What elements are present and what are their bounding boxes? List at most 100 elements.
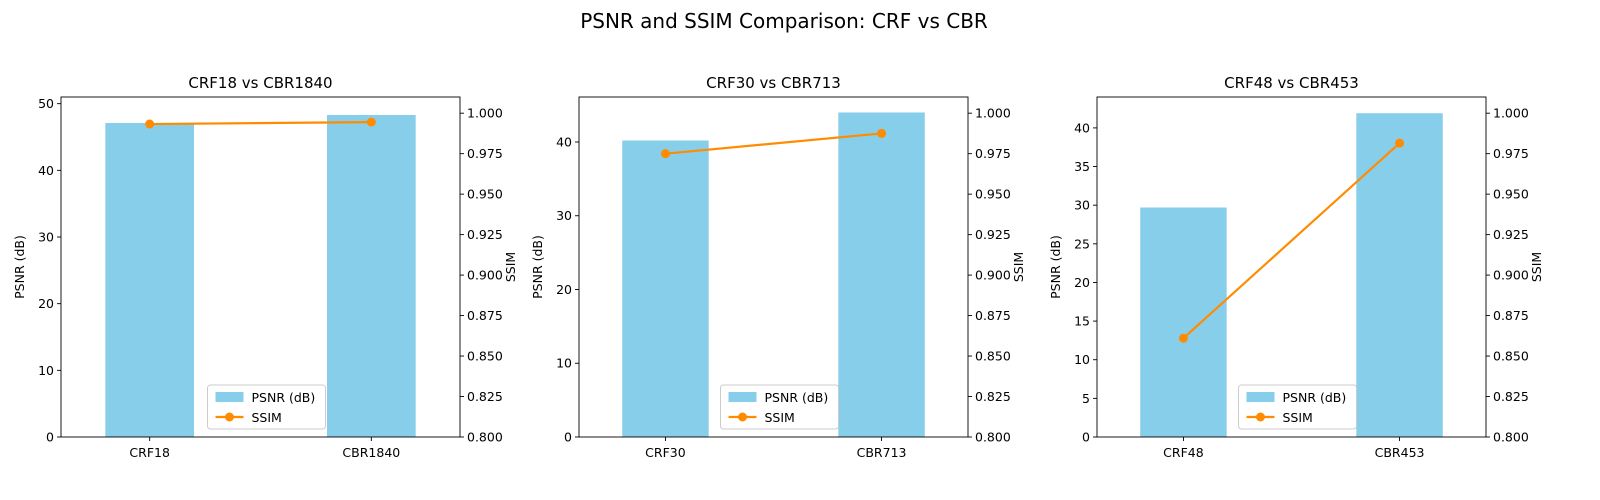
legend-marker: [1256, 412, 1265, 422]
right-tick-label: 0.800: [467, 430, 503, 445]
right-tick-label: 0.950: [467, 187, 503, 202]
right-tick-label: 0.850: [467, 349, 503, 364]
axes-frame: [1096, 96, 1487, 438]
ssim-point-crf48: [1178, 333, 1188, 343]
legend: PSNR (dB) SSIM: [1238, 384, 1357, 430]
x-tick-label: CBR713: [857, 445, 907, 460]
legend-label-ssim: SSIM: [765, 410, 795, 425]
left-tick-label: 0: [564, 430, 572, 445]
right-tick-label: 0.900: [467, 268, 503, 283]
right-tick-label: 0.950: [1493, 187, 1529, 202]
right-tick-label: 0.975: [975, 146, 1011, 161]
right-tick-label: 0.925: [467, 227, 503, 242]
legend-label-psnr: PSNR (dB): [252, 390, 316, 405]
right-tick-label: 0.900: [1493, 268, 1529, 283]
ylabel-right: SSIM: [503, 252, 518, 282]
x-tick-label: CRF30: [645, 445, 686, 460]
right-tick-label: 0.825: [467, 389, 503, 404]
right-tick-label: 0.800: [975, 430, 1011, 445]
left-tick-label: 5: [1082, 391, 1090, 406]
right-tick-label: 0.975: [467, 146, 503, 161]
right-tick-label: 0.875: [1493, 308, 1529, 323]
left-tick-label: 40: [38, 163, 54, 178]
left-tick-label: 30: [1074, 198, 1090, 213]
legend-label-psnr: PSNR (dB): [1283, 390, 1347, 405]
ylabel-left: PSNR (dB): [1048, 235, 1063, 299]
axes-frame: [578, 96, 969, 438]
left-tick-label: 50: [38, 96, 54, 111]
right-tick-label: 1.000: [975, 106, 1011, 121]
left-tick-label: 30: [556, 208, 572, 223]
axes-frame: [60, 96, 461, 438]
right-tick-label: 0.975: [1493, 146, 1529, 161]
ylabel-left: PSNR (dB): [530, 235, 545, 299]
ylabel-right: SSIM: [1011, 252, 1026, 282]
subplot-2: 0 10 20 30 40 0.800 0.825 0.850 0.875 0.900 0.925 0…: [530, 74, 1026, 460]
left-tick-label: 30: [38, 230, 54, 245]
right-tick-label: 0.825: [975, 389, 1011, 404]
ssim-line: [1182, 142, 1401, 340]
right-tick-label: 1.000: [467, 106, 503, 121]
legend-label-ssim: SSIM: [252, 410, 282, 425]
subplot-3: 0 5 10 15 20 25 30 35 40 0.800 0.825 0.850 0.875 0.90…: [1048, 74, 1544, 460]
legend-marker: [225, 412, 234, 422]
bar-crf48: [1140, 207, 1227, 437]
legend-bar-swatch: [728, 392, 757, 402]
bar-cbr453: [1356, 113, 1443, 438]
bar-cbr713: [838, 112, 925, 437]
left-tick-label: 10: [38, 363, 54, 378]
ssim-line: [665, 132, 882, 155]
right-tick-label: 0.825: [1493, 389, 1529, 404]
right-tick-label: 1.000: [1493, 106, 1529, 121]
ssim-point-crf30: [660, 149, 670, 159]
x-tick-label: CBR1840: [342, 445, 400, 460]
subplot-title: CRF30 vs CBR713: [706, 74, 841, 92]
left-tick-label: 20: [556, 282, 572, 297]
bar-crf30: [622, 140, 709, 437]
subplot-title: CRF48 vs CBR453: [1224, 74, 1359, 92]
legend-bar-swatch: [215, 392, 244, 402]
ssim-point-cbr453: [1395, 138, 1405, 148]
bar-cbr1840: [327, 115, 416, 437]
right-tick-label: 0.875: [467, 308, 503, 323]
ylabel-left: PSNR (dB): [12, 235, 27, 299]
subplot-title: CRF18 vs CBR1840: [188, 74, 332, 92]
left-tick-label: 20: [1074, 275, 1090, 290]
suptitle: PSNR and SSIM Comparison: CRF vs CBR: [580, 9, 988, 33]
ylabel-right: SSIM: [1529, 252, 1544, 282]
left-tick-label: 40: [1074, 120, 1090, 135]
ssim-point-cbr1840: [366, 117, 376, 127]
left-tick-label: 0: [46, 430, 54, 445]
right-tick-label: 0.800: [1493, 430, 1529, 445]
right-tick-label: 0.925: [1493, 227, 1529, 242]
left-tick-label: 10: [1074, 352, 1090, 367]
right-tick-label: 0.875: [975, 308, 1011, 323]
ssim-point-crf18: [145, 119, 155, 129]
right-tick-label: 0.900: [975, 268, 1011, 283]
legend: PSNR (dB) SSIM: [207, 384, 326, 430]
x-tick-label: CRF18: [129, 445, 170, 460]
right-tick-label: 0.850: [1493, 349, 1529, 364]
left-tick-label: 35: [1074, 159, 1090, 174]
left-tick-label: 25: [1074, 236, 1090, 251]
left-tick-label: 20: [38, 296, 54, 311]
legend-marker: [738, 412, 747, 422]
left-tick-label: 40: [556, 134, 572, 149]
x-tick-label: CRF48: [1163, 445, 1204, 460]
ssim-line: [149, 120, 372, 126]
ssim-point-cbr713: [877, 128, 887, 138]
right-tick-label: 0.950: [975, 187, 1011, 202]
left-tick-label: 10: [556, 356, 572, 371]
right-tick-label: 0.925: [975, 227, 1011, 242]
right-tick-label: 0.850: [975, 349, 1011, 364]
legend-bar-swatch: [1246, 392, 1275, 402]
bar-crf18: [105, 123, 194, 437]
x-tick-label: CBR453: [1375, 445, 1425, 460]
left-tick-label: 0: [1082, 430, 1090, 445]
legend-label-ssim: SSIM: [1283, 410, 1313, 425]
legend: PSNR (dB) SSIM: [720, 384, 839, 430]
subplot-1: 0 10 20 30 40 50 0.800 0.825 0.850 0.875 0.900 0.92…: [12, 74, 518, 460]
legend-label-psnr: PSNR (dB): [765, 390, 829, 405]
left-tick-label: 15: [1074, 314, 1090, 329]
